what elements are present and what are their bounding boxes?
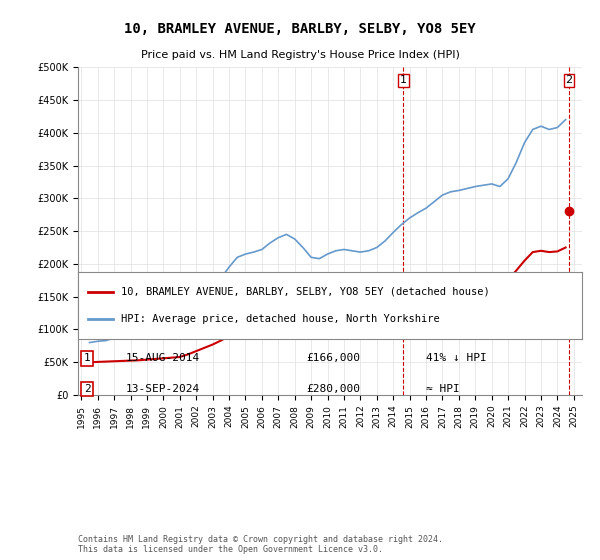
Text: 41% ↓ HPI: 41% ↓ HPI	[426, 353, 487, 363]
Text: ≈ HPI: ≈ HPI	[426, 384, 460, 394]
Text: 2: 2	[83, 384, 91, 394]
Text: 13-SEP-2024: 13-SEP-2024	[126, 384, 200, 394]
Text: 10, BRAMLEY AVENUE, BARLBY, SELBY, YO8 5EY (detached house): 10, BRAMLEY AVENUE, BARLBY, SELBY, YO8 5…	[121, 287, 490, 297]
Text: 10, BRAMLEY AVENUE, BARLBY, SELBY, YO8 5EY: 10, BRAMLEY AVENUE, BARLBY, SELBY, YO8 5…	[124, 22, 476, 36]
Text: HPI: Average price, detached house, North Yorkshire: HPI: Average price, detached house, Nort…	[121, 314, 440, 324]
Text: 15-AUG-2014: 15-AUG-2014	[126, 353, 200, 363]
Text: Price paid vs. HM Land Registry's House Price Index (HPI): Price paid vs. HM Land Registry's House …	[140, 50, 460, 60]
Text: 2: 2	[565, 75, 572, 85]
Text: 1: 1	[400, 75, 407, 85]
Text: £166,000: £166,000	[306, 353, 360, 363]
Text: Contains HM Land Registry data © Crown copyright and database right 2024.
This d: Contains HM Land Registry data © Crown c…	[78, 535, 443, 554]
Text: 1: 1	[83, 353, 91, 363]
Text: £280,000: £280,000	[306, 384, 360, 394]
